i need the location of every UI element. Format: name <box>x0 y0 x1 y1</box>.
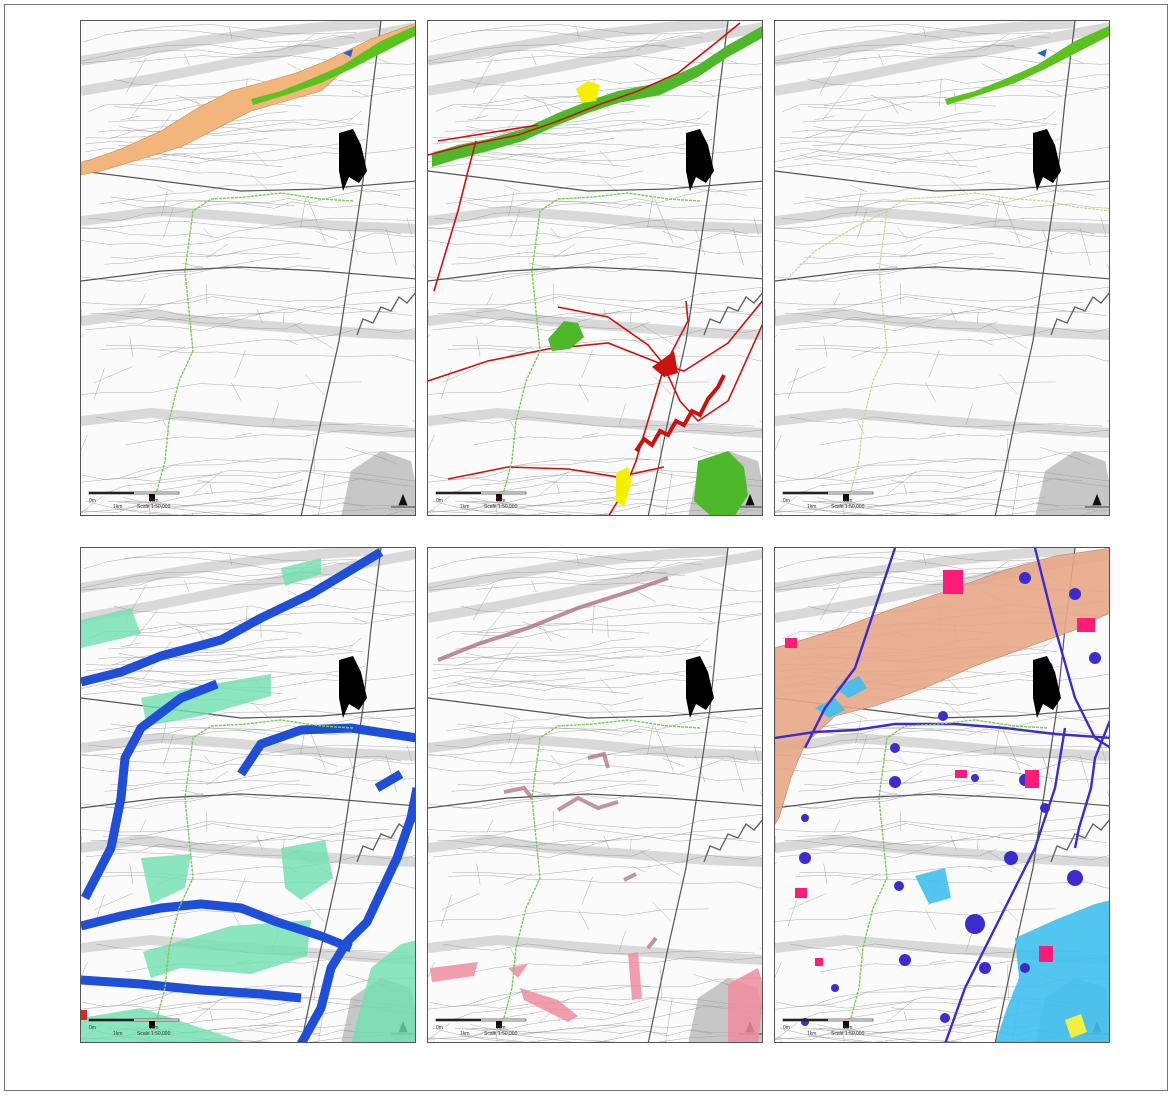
red-junction <box>652 351 678 377</box>
teal-zone-4 <box>141 854 191 904</box>
north-arrow-icon <box>738 493 762 508</box>
site-black <box>1033 129 1061 191</box>
scale-right-label: 1km <box>496 498 506 504</box>
scale-ratio-label: Scale 1:50,000 <box>484 504 518 510</box>
scale-left-label: 0m <box>783 1025 790 1031</box>
map-panel-a: 0m 1km 1km Scale 1:50,000 <box>80 20 416 516</box>
scale-bar: 0m 1km 1km Scale 1:50,000 <box>781 489 879 511</box>
map-panel-c: 0m 1km 1km Scale 1:50,000 <box>774 20 1110 516</box>
north-arrow-icon <box>1085 493 1109 508</box>
map-panel-e: 0m 1km 1km Scale 1:50,000 <box>427 547 763 1043</box>
basemap <box>428 548 762 1042</box>
scale-unit-label: 1km <box>113 504 123 510</box>
scale-unit-label: 1km <box>460 1031 470 1037</box>
cyan-water <box>815 676 1109 1042</box>
pink-zones <box>430 952 762 1042</box>
teal-zone-5 <box>281 840 333 900</box>
teal-zone-6 <box>143 920 311 978</box>
scale-right-label: 1km <box>149 498 159 504</box>
site-small <box>843 1020 849 1028</box>
scale-unit-label: 1km <box>807 504 817 510</box>
red-river-meander <box>634 374 726 453</box>
green-route <box>503 719 701 1019</box>
red-stream <box>428 22 762 515</box>
green-route <box>156 192 354 492</box>
scale-right-label: 1km <box>496 1025 506 1031</box>
site-black <box>339 656 367 718</box>
map-panel-b: 0m 1km 1km Scale 1:50,000 <box>427 20 763 516</box>
map-d-canvas <box>81 548 415 1042</box>
green-zone <box>945 25 1109 105</box>
green-route <box>503 192 701 492</box>
scale-bar: 0m 1km 1km Scale 1:50,000 <box>87 1016 185 1038</box>
site-small <box>149 1020 155 1028</box>
green-route <box>850 719 1048 1019</box>
yellow-patch-low <box>616 467 632 507</box>
green-route <box>784 192 1109 492</box>
site-black <box>1033 656 1061 718</box>
site-small <box>496 1020 502 1028</box>
scale-ratio-label: Scale 1:50,000 <box>137 1031 171 1037</box>
scale-unit-label: 1km <box>807 1031 817 1037</box>
scale-left-label: 0m <box>89 1025 96 1031</box>
scale-bar: 0m 1km 1km Scale 1:50,000 <box>434 1016 532 1038</box>
site-small <box>843 493 849 501</box>
red-marker <box>81 1010 87 1020</box>
basemap <box>775 21 1109 515</box>
mauve-band <box>437 576 669 662</box>
scale-left-label: 0m <box>89 498 96 504</box>
blue-river <box>81 548 415 1042</box>
teal-zone-7 <box>81 1008 245 1042</box>
yellow-patch-top <box>576 81 600 103</box>
magenta-patches <box>785 570 1095 966</box>
teal-zone-1 <box>81 608 141 648</box>
map-c-canvas <box>775 21 1109 515</box>
green-route <box>156 719 354 1019</box>
scale-left-label: 0m <box>436 498 443 504</box>
scale-left-label: 0m <box>436 1025 443 1031</box>
green-zone <box>251 25 415 105</box>
map-f-canvas <box>775 548 1109 1042</box>
scale-right-label: 1km <box>149 1025 159 1031</box>
teal-zone-8 <box>351 940 415 1042</box>
map-panel-f: 0m 1km 1km Scale 1:50,000 <box>774 547 1110 1043</box>
map-e-canvas <box>428 548 762 1042</box>
blue-patch <box>1037 49 1047 57</box>
north-arrow-icon <box>391 493 415 508</box>
site-black <box>686 129 714 191</box>
scale-right-label: 1km <box>843 1025 853 1031</box>
mauve-patches <box>503 751 658 950</box>
blue-roads <box>775 548 1109 1042</box>
scale-unit-label: 1km <box>113 1031 123 1037</box>
map-a-canvas <box>81 21 415 515</box>
site-small <box>496 493 502 501</box>
green-band <box>432 26 762 167</box>
scale-bar: 0m 1km 1km Scale 1:50,000 <box>87 489 185 511</box>
scale-ratio-label: Scale 1:50,000 <box>831 1031 865 1037</box>
blue-patch <box>343 49 353 57</box>
scale-ratio-label: Scale 1:50,000 <box>831 504 865 510</box>
teal-zone-3 <box>281 558 321 586</box>
green-patch-mid <box>548 321 584 351</box>
scale-bar: 0m 1km 1km Scale 1:50,000 <box>781 1016 879 1038</box>
scale-ratio-label: Scale 1:50,000 <box>484 1031 518 1037</box>
yellow-patch <box>1065 1014 1087 1038</box>
scale-ratio-label: Scale 1:50,000 <box>137 504 171 510</box>
map-b-canvas <box>428 21 762 515</box>
map-panel-d: 0m 1km 1km Scale 1:50,000 <box>80 547 416 1043</box>
scale-left-label: 0m <box>783 498 790 504</box>
site-small <box>149 493 155 501</box>
teal-zone-2 <box>141 674 271 726</box>
scale-bar: 0m 1km 1km Scale 1:50,000 <box>434 489 532 511</box>
basemap <box>81 21 415 515</box>
site-black <box>686 656 714 718</box>
site-black <box>339 129 367 191</box>
scale-unit-label: 1km <box>460 504 470 510</box>
green-cluster <box>694 451 748 515</box>
figure-frame: 0m 1km 1km Scale 1:50,000 0m <box>4 4 1168 1091</box>
scale-right-label: 1km <box>843 498 853 504</box>
